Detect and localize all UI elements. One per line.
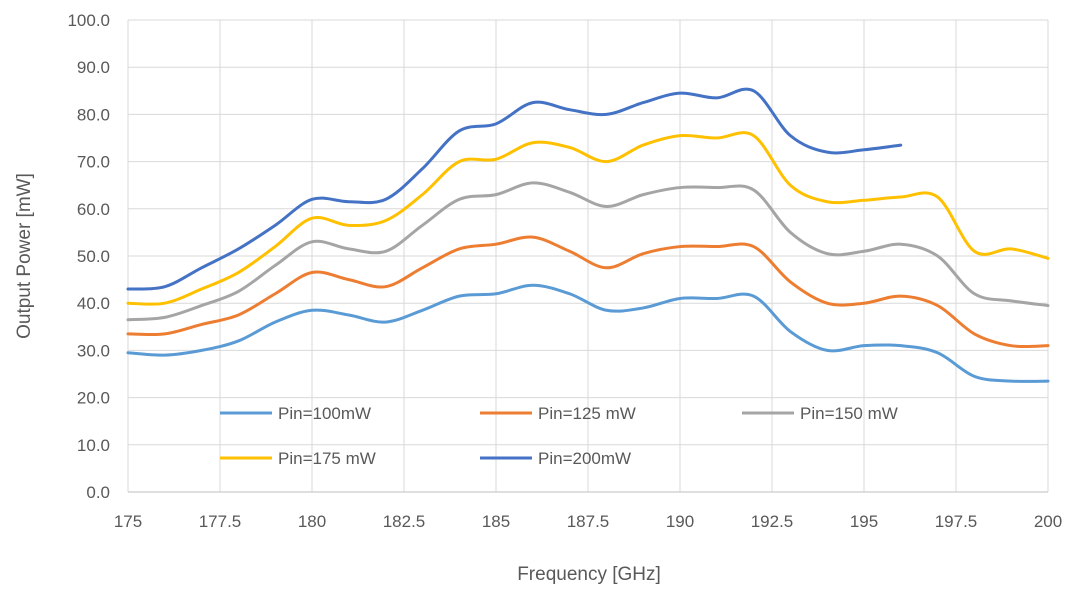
legend-label: Pin=150 mW [800,404,898,423]
x-tick-label: 177.5 [199,512,242,531]
legend-label: Pin=125 mW [538,404,636,423]
legend-item: Pin=100mW [220,404,371,423]
y-tick-label: 30.0 [77,341,110,360]
x-tick-label: 175 [114,512,142,531]
legend-item: Pin=150 mW [742,404,898,423]
x-tick-label: 190 [666,512,694,531]
y-tick-label: 10.0 [77,436,110,455]
y-tick-label: 60.0 [77,200,110,219]
legend: Pin=100mW Pin=125 mW Pin=150 mW Pin=175 mW P… [220,404,898,468]
y-tick-label: 40.0 [77,294,110,313]
y-tick-label: 80.0 [77,105,110,124]
y-tick-label: 70.0 [77,153,110,172]
y-axis-title: Output Power [mW] [14,173,35,339]
y-tick-label: 20.0 [77,389,110,408]
x-axis-title: Frequency [GHz] [517,564,661,585]
series-line-pin-200mw [126,87,903,291]
legend-item: Pin=200mW [480,449,631,468]
series-line-pin-100mw [126,283,1050,383]
y-tick-label: 90.0 [77,58,110,77]
legend-label: Pin=100mW [278,404,371,423]
x-tick-label: 182.5 [383,512,426,531]
gridlines [127,19,1049,493]
legend-item: Pin=175 mW [220,449,376,468]
legend-label: Pin=175 mW [278,449,376,468]
x-tick-label: 197.5 [935,512,978,531]
x-tick-label: 195 [850,512,878,531]
x-tick-label: 187.5 [567,512,610,531]
x-tick-label: 185 [482,512,510,531]
x-tick-label: 192.5 [751,512,794,531]
y-tick-label: 50.0 [77,247,110,266]
y-tick-label: 0.0 [86,483,110,502]
series-line-pin-175-mw [126,131,1050,306]
series-line-pin-125-mw [126,235,1050,349]
legend-label: Pin=200mW [538,449,631,468]
series-line-pin-150-mw [126,181,1050,322]
y-tick-label: 100.0 [67,11,110,30]
series-lines [126,87,1050,383]
legend-item: Pin=125 mW [480,404,636,423]
axes: 0.0 10.0 20.0 30.0 40.0 50.0 60.0 70.0 80.0 90.0 1… [67,11,1062,531]
x-tick-label: 180 [298,512,326,531]
x-tick-label: 200 [1034,512,1062,531]
